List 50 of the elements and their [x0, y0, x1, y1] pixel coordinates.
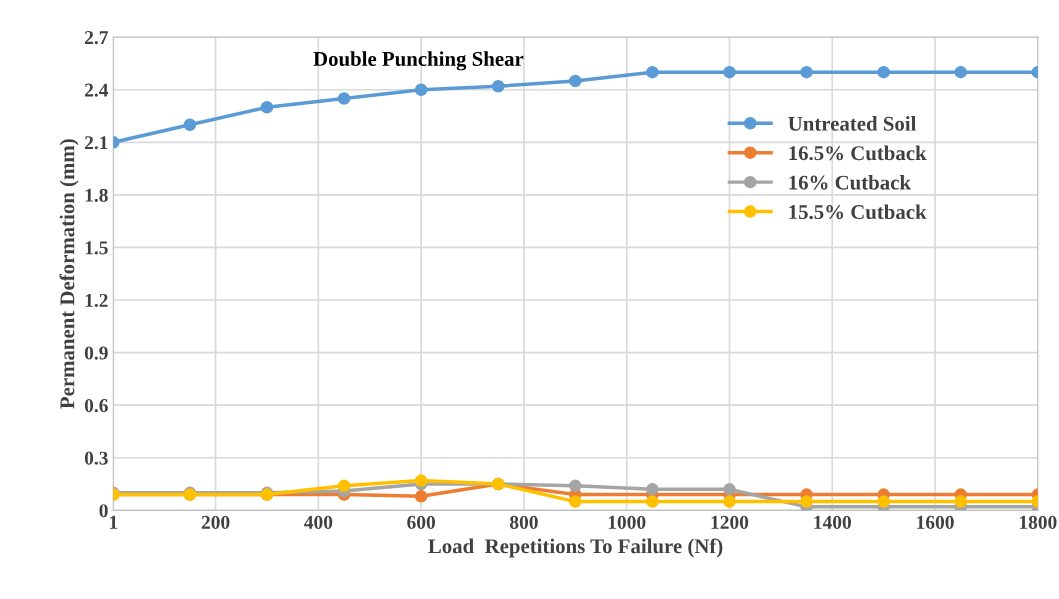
point: [337, 92, 351, 105]
point: [569, 479, 582, 493]
point: [337, 479, 351, 493]
point: [954, 495, 967, 508]
x-axis-title: Load Repetitions To Failure (Nf): [428, 538, 723, 558]
y-tick-label: 0: [99, 504, 108, 518]
x-tick-label: 1600: [917, 515, 954, 529]
y-tick-label: 2.1: [84, 136, 108, 150]
point: [723, 483, 736, 496]
legend-label: 16% Cutback: [789, 174, 911, 190]
text: Double Punching Shear: [313, 51, 524, 71]
point: [183, 118, 197, 132]
point: [954, 65, 967, 79]
point: [877, 65, 890, 79]
point: [260, 100, 274, 114]
point: [646, 65, 659, 79]
x-tick-label: 1800: [1019, 515, 1057, 529]
x-tick-label: 1000: [608, 515, 646, 529]
legend-label: 16.5% Cutback: [789, 145, 927, 161]
x-tick-label: 800: [509, 515, 538, 529]
x-tick-label: 200: [201, 515, 230, 529]
point: [723, 495, 736, 508]
y-tick-label: 0.6: [84, 399, 108, 413]
point: [414, 474, 428, 487]
point: [414, 83, 428, 96]
point: [800, 495, 813, 508]
x-tick-label: 1: [110, 515, 118, 529]
y-tick-label: 1.5: [85, 241, 108, 255]
y-tick-label: 0.3: [84, 451, 108, 465]
point: [414, 490, 428, 503]
y-tick-label: 2.7: [84, 31, 108, 45]
x-tick-label: 1400: [814, 515, 851, 529]
x-tick-label: 400: [304, 515, 333, 529]
y-tick-label: 2.4: [84, 83, 109, 97]
y-axis-title: Permanent Deformation (mm): [59, 139, 79, 409]
y-tick-label: 1.8: [85, 188, 108, 202]
point: [800, 65, 813, 79]
point: [646, 495, 659, 508]
point: [569, 74, 582, 88]
y-tick-label: 0.9: [84, 346, 108, 360]
legend-label: Untreated Soil: [788, 116, 917, 131]
legend-label: 15.5% Cutback: [789, 204, 927, 220]
point: [569, 495, 582, 508]
x-tick-label: 1200: [711, 515, 749, 529]
point: [877, 495, 890, 508]
y-tick-label: 1.2: [85, 293, 108, 308]
x-tick-label: 600: [407, 515, 435, 529]
point: [723, 65, 736, 79]
point: [491, 79, 505, 93]
point: [646, 483, 659, 496]
